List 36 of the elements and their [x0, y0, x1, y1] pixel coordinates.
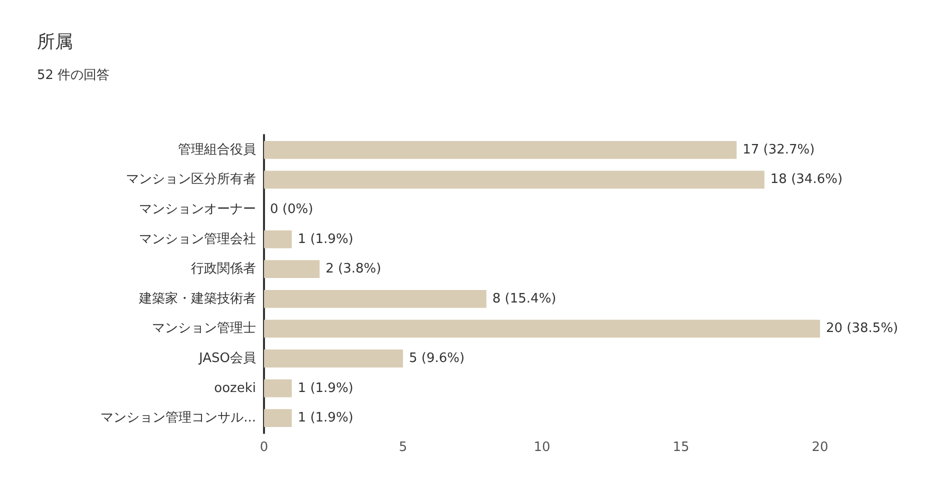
- bar: [264, 320, 820, 338]
- data-label: 2 (3.8%): [326, 262, 382, 277]
- x-tick-label: 5: [398, 440, 408, 455]
- data-label: 8 (15.4%): [492, 291, 556, 306]
- y-tick-label: マンションオーナー: [139, 202, 256, 217]
- y-tick-label: JASO会員: [198, 351, 256, 366]
- data-label: 17 (32.7%): [742, 142, 815, 158]
- x-tick-label: 20: [812, 440, 828, 455]
- y-tick-label: マンション管理コンサル...: [100, 410, 256, 426]
- bar: [264, 379, 292, 398]
- data-label: 1 (1.9%): [298, 410, 354, 426]
- y-tick-label: マンション区分所有者: [126, 172, 256, 188]
- bar: [264, 290, 486, 308]
- data-label: 1 (1.9%): [298, 380, 354, 396]
- bar: [264, 409, 292, 428]
- bar: [264, 230, 292, 248]
- data-label: 18 (34.6%): [770, 172, 843, 188]
- text: 所属: [37, 32, 73, 52]
- bar: [264, 170, 764, 189]
- x-tick-label: 10: [534, 440, 550, 455]
- text: 52 件の回答: [37, 68, 110, 83]
- x-tick-label: 15: [672, 440, 690, 455]
- x-tick-label: 0: [260, 440, 268, 455]
- bar: [264, 350, 403, 368]
- bar: [264, 140, 737, 159]
- y-tick-label: 行政関係者: [191, 262, 256, 277]
- y-tick-label: マンション管理会社: [139, 232, 256, 247]
- data-label: 5 (9.6%): [409, 351, 465, 366]
- data-label: 0 (0%): [270, 202, 314, 217]
- y-tick-label: マンション管理士: [152, 321, 256, 336]
- y-tick-label: 建築家・建築技術者: [138, 290, 256, 306]
- y-tick-label: 管理組合役員: [178, 142, 256, 158]
- data-label: 20 (38.5%): [826, 321, 898, 336]
- data-label: 1 (1.9%): [298, 232, 354, 247]
- bar: [264, 260, 320, 278]
- y-tick-label: oozeki: [214, 380, 256, 396]
